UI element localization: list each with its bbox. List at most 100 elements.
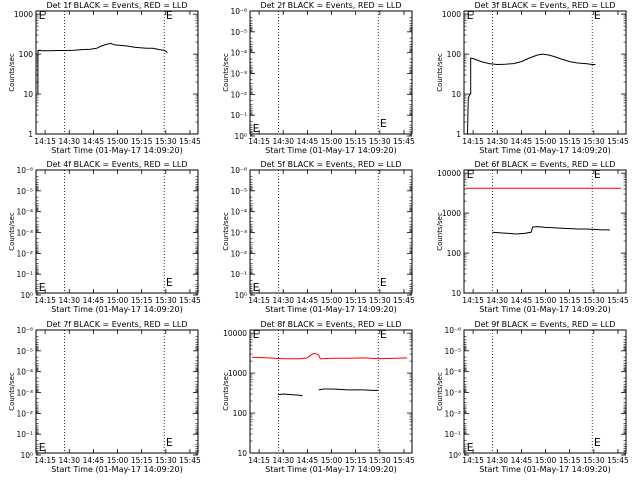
y-tick-label: 10⁻¹ bbox=[230, 111, 247, 120]
event-marker-label: E bbox=[380, 117, 387, 130]
x-tick-label: 15:30 bbox=[155, 296, 177, 305]
y-axis-label: Counts/sec bbox=[436, 212, 444, 251]
y-axis-label: Counts/sec bbox=[8, 212, 16, 251]
event-marker-label: E bbox=[467, 441, 474, 454]
event-marker-label: E bbox=[467, 9, 474, 22]
x-tick-label: 14:45 bbox=[297, 456, 319, 465]
x-tick-label: 15:45 bbox=[179, 137, 201, 146]
x-tick-label: 15:00 bbox=[107, 456, 129, 465]
x-tick-label: 14:30 bbox=[58, 137, 80, 146]
panel-title: Det 6f BLACK = Events, RED = LLD bbox=[474, 160, 615, 169]
series-black-line bbox=[37, 42, 168, 95]
event-marker-label: E bbox=[39, 281, 46, 294]
y-tick-label: 10⁻⁴ bbox=[16, 208, 33, 217]
x-tick-label: 14:15 bbox=[462, 456, 484, 465]
y-tick-label: 10⁻⁶ bbox=[16, 326, 33, 335]
x-tick-label: 14:15 bbox=[248, 456, 270, 465]
y-tick-label: 10000 bbox=[223, 329, 247, 338]
x-tick-label: 15:45 bbox=[179, 296, 201, 305]
y-tick-label: 10⁻⁴ bbox=[230, 49, 247, 58]
y-tick-label: 10⁻⁵ bbox=[230, 28, 247, 37]
x-tick-label: 14:30 bbox=[486, 456, 508, 465]
x-tick-label: 15:30 bbox=[583, 137, 605, 146]
x-tick-label: 14:30 bbox=[58, 296, 80, 305]
x-tick-label: 14:15 bbox=[462, 296, 484, 305]
y-tick-label: 10⁻³ bbox=[444, 389, 461, 398]
y-tick-label: 10⁻⁵ bbox=[16, 347, 33, 356]
event-marker-label: E bbox=[594, 9, 601, 22]
x-axis-label: Start Time (01-May-17 14:09:20) bbox=[265, 305, 396, 314]
y-axis-label: Counts/sec bbox=[8, 372, 16, 411]
x-tick-label: 15:45 bbox=[393, 296, 415, 305]
y-tick-label: 10⁻¹ bbox=[230, 270, 247, 279]
event-marker-label: E bbox=[166, 436, 173, 449]
panel-title: Det 2f BLACK = Events, RED = LLD bbox=[260, 1, 401, 10]
panel-title: Det 9f BLACK = Events, RED = LLD bbox=[474, 320, 615, 329]
y-tick-label: 1000 bbox=[14, 10, 33, 19]
x-tick-label: 15:30 bbox=[155, 137, 177, 146]
x-tick-label: 14:15 bbox=[462, 137, 484, 146]
plot-frame bbox=[35, 169, 199, 294]
x-tick-label: 14:30 bbox=[58, 456, 80, 465]
y-tick-label: 10⁻² bbox=[16, 409, 33, 418]
event-marker-label: E bbox=[467, 168, 474, 181]
y-tick-label: 10⁰ bbox=[20, 451, 33, 460]
x-tick-label: 15:15 bbox=[559, 137, 581, 146]
y-axis-label: Counts/sec bbox=[222, 372, 230, 411]
x-tick-label: 14:45 bbox=[297, 137, 319, 146]
x-tick-label: 14:30 bbox=[486, 296, 508, 305]
series-black-line bbox=[467, 53, 596, 135]
y-tick-label: 100 bbox=[233, 409, 248, 418]
plot-frame bbox=[249, 10, 413, 135]
x-tick-label: 15:15 bbox=[559, 456, 581, 465]
y-tick-label: 10 bbox=[451, 289, 461, 298]
x-tick-label: 14:15 bbox=[34, 456, 56, 465]
x-tick-label: 14:30 bbox=[272, 456, 294, 465]
x-tick-label: 15:30 bbox=[369, 296, 391, 305]
y-tick-label: 10⁻³ bbox=[230, 229, 247, 238]
y-tick-label: 10⁻⁶ bbox=[230, 7, 247, 16]
x-axis-label: Start Time (01-May-17 14:09:20) bbox=[51, 465, 182, 474]
y-tick-label: 10⁰ bbox=[448, 451, 461, 460]
y-tick-label: 1000 bbox=[228, 369, 247, 378]
x-tick-label: 14:45 bbox=[511, 456, 533, 465]
x-tick-label: 15:45 bbox=[607, 456, 629, 465]
x-tick-label: 15:00 bbox=[321, 456, 343, 465]
event-marker-label: E bbox=[39, 9, 46, 22]
x-tick-label: 15:15 bbox=[345, 456, 367, 465]
x-tick-label: 15:00 bbox=[321, 296, 343, 305]
event-marker-label: E bbox=[166, 9, 173, 22]
y-axis-label: Counts/sec bbox=[222, 212, 230, 251]
plot-frame bbox=[249, 329, 413, 454]
panel-det-7: Det 7f BLACK = Events, RED = LLD 14:15 14:… bbox=[8, 320, 201, 474]
x-axis-label: Start Time (01-May-17 14:09:20) bbox=[479, 146, 610, 155]
y-tick-label: 10000 bbox=[437, 169, 461, 178]
plot-frame bbox=[463, 10, 627, 135]
event-marker-label: E bbox=[39, 441, 46, 454]
x-tick-label: 15:00 bbox=[535, 137, 557, 146]
x-tick-label: 14:45 bbox=[511, 296, 533, 305]
x-tick-label: 14:15 bbox=[34, 137, 56, 146]
y-tick-label: 10⁻⁵ bbox=[444, 347, 461, 356]
panel-det-2: Det 2f BLACK = Events, RED = LLD 14:15 14:… bbox=[222, 1, 415, 155]
y-tick-label: 1000 bbox=[442, 10, 461, 19]
y-axis-label: Counts/sec bbox=[436, 53, 444, 92]
x-axis-label: Start Time (01-May-17 14:09:20) bbox=[479, 465, 610, 474]
x-tick-label: 15:30 bbox=[583, 296, 605, 305]
event-marker-label: E bbox=[253, 281, 260, 294]
panel-title: Det 3f BLACK = Events, RED = LLD bbox=[474, 1, 615, 10]
panel-title: Det 4f BLACK = Events, RED = LLD bbox=[46, 160, 187, 169]
y-tick-label: 10⁻⁶ bbox=[16, 166, 33, 175]
x-tick-label: 15:00 bbox=[321, 137, 343, 146]
x-tick-label: 14:15 bbox=[248, 137, 270, 146]
x-tick-label: 15:30 bbox=[369, 456, 391, 465]
y-tick-label: 10⁻³ bbox=[16, 389, 33, 398]
series-black-line bbox=[278, 388, 379, 397]
panel-title: Det 7f BLACK = Events, RED = LLD bbox=[46, 320, 187, 329]
panel-title: Det 1f BLACK = Events, RED = LLD bbox=[46, 1, 187, 10]
x-tick-label: 15:00 bbox=[535, 456, 557, 465]
